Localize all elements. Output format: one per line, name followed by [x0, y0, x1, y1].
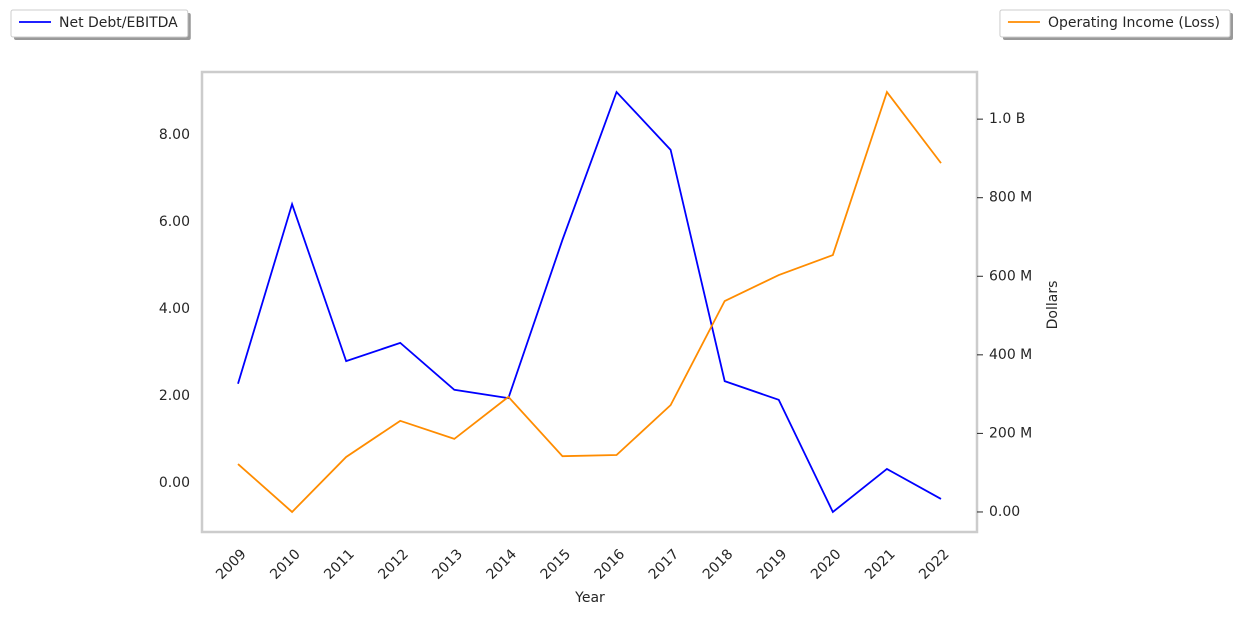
plot-frame [200, 70, 979, 534]
y-tick-label: 2.00 [159, 388, 190, 404]
x-tick-label: 2022 [916, 546, 953, 583]
x-tick-label: 2021 [862, 546, 899, 583]
y2-tick-label: 1.0 B [989, 111, 1025, 127]
legend-label: Operating Income (Loss) [1048, 15, 1220, 31]
y-tick-label: 8.00 [159, 127, 190, 143]
legend-label: Net Debt/EBITDA [59, 15, 178, 31]
x-axis-label: Year [574, 590, 605, 606]
y-tick-label: 0.00 [159, 475, 190, 491]
y-tick-label: 6.00 [159, 214, 190, 230]
x-tick-label: 2016 [592, 546, 629, 583]
legend: Operating Income (Loss) [999, 9, 1233, 40]
y2-axis-label: Dollars [1045, 281, 1061, 330]
x-tick-label: 2017 [646, 546, 683, 583]
x-tick-label: 2010 [267, 546, 304, 583]
x-tick-label: 2020 [808, 546, 845, 583]
legend-box [999, 9, 1231, 38]
x-tick-label: 2011 [321, 546, 358, 583]
x-tick-label: 2019 [754, 546, 791, 583]
y-tick-label: 4.00 [159, 301, 190, 317]
y2-tick-label: 200 M [989, 425, 1032, 441]
x-tick-label: 2013 [429, 546, 466, 583]
y2-tick-label: 0.00 [989, 504, 1020, 520]
x-tick-label: 2009 [213, 546, 250, 583]
x-tick-label: 2015 [538, 546, 575, 583]
series-line [237, 90, 942, 514]
series-line [237, 90, 942, 514]
x-tick-label: 2012 [375, 546, 412, 583]
y2-tick-label: 800 M [989, 190, 1032, 206]
x-tick-label: 2014 [484, 546, 521, 583]
y2-tick-label: 400 M [989, 347, 1032, 363]
x-tick-label: 2018 [700, 546, 737, 583]
y2-tick-label: 600 M [989, 268, 1032, 284]
legend: Net Debt/EBITDA [10, 9, 191, 40]
legend-box [10, 9, 189, 38]
